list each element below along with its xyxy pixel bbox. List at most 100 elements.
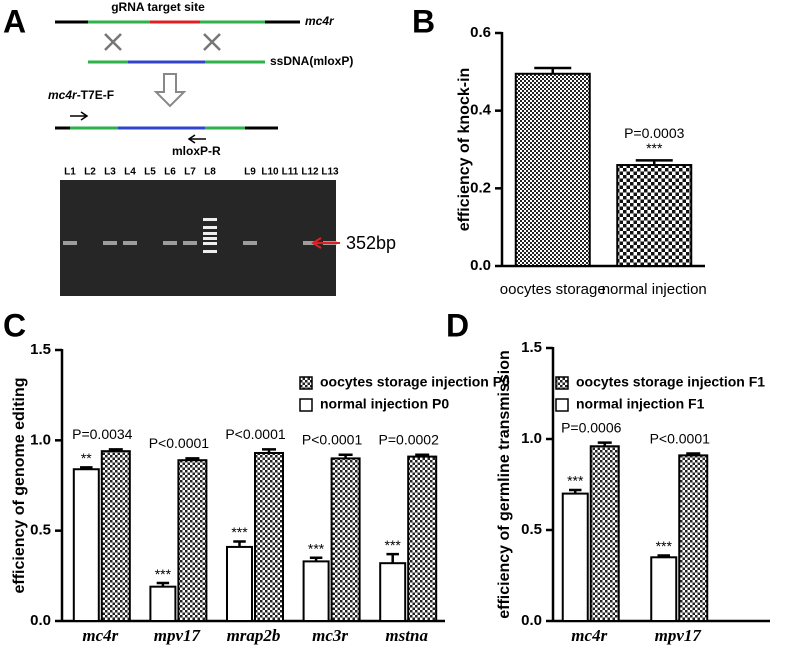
lane-label: L8 xyxy=(204,167,216,178)
bar xyxy=(678,454,709,622)
band xyxy=(123,241,137,245)
band xyxy=(243,241,257,245)
significance: *** xyxy=(385,537,402,553)
y-tick-label: 0.0 xyxy=(521,612,542,629)
p-value: P=0.0034 xyxy=(72,426,133,442)
lane-label: L6 xyxy=(164,167,176,178)
lane-label: L4 xyxy=(124,167,136,178)
y-tick-label: 1.5 xyxy=(521,339,542,356)
bar xyxy=(561,492,589,623)
legend-swatch xyxy=(555,376,569,390)
error-bar xyxy=(415,453,430,457)
legend-label: normal injection P0 xyxy=(320,396,449,412)
bar xyxy=(514,72,591,268)
error-bar xyxy=(534,66,572,74)
error-bar xyxy=(309,556,323,562)
p-value: P<0.0001 xyxy=(302,431,363,447)
ladder-band xyxy=(203,242,217,245)
y-tick-label: 0.5 xyxy=(521,521,542,538)
x-tick-label: mpv17 xyxy=(655,626,703,645)
band-arrow xyxy=(311,237,340,249)
band xyxy=(303,241,317,245)
y-tick-label: 0.5 xyxy=(30,522,51,539)
significance: *** xyxy=(231,524,248,540)
x-tick-label: normal injection xyxy=(602,281,707,298)
y-axis-label: efficiency of germline transmission xyxy=(496,350,513,619)
error-bar xyxy=(262,448,276,453)
bar xyxy=(379,562,407,622)
legend-swatch xyxy=(299,398,313,412)
lane-label: L3 xyxy=(104,167,116,178)
error-bar xyxy=(233,540,246,547)
legend-swatch xyxy=(555,398,569,412)
error-bar xyxy=(597,441,612,447)
primer-f: mc4r-T7E-F xyxy=(48,88,114,102)
error-bar xyxy=(338,453,353,459)
panel-label: C xyxy=(3,307,26,343)
bar xyxy=(100,450,131,622)
bar xyxy=(302,560,330,623)
p-value: P<0.0001 xyxy=(225,426,286,442)
error-bar xyxy=(657,554,670,558)
significance: *** xyxy=(155,566,172,582)
ladder-band xyxy=(203,226,217,229)
cross-marks xyxy=(104,33,221,51)
p-value: P=0.0003 xyxy=(624,125,685,141)
p-value: P<0.0001 xyxy=(650,430,711,446)
primer-r: mloxP-R xyxy=(172,144,221,158)
lane-labels: L1 L2 L3 L4 L5 L6 L7 L8 L9 L10 L11 L12 L13 xyxy=(64,167,339,178)
legend-label: normal injection F1 xyxy=(576,396,705,412)
lane-label: L9 xyxy=(244,167,256,178)
diagram: gRNA target site mc4r ssDNA(mloxP) mc4r-… xyxy=(48,0,396,296)
lane-label: L10 xyxy=(261,167,279,178)
y-tick-label: 1.0 xyxy=(30,431,51,448)
error-bar xyxy=(185,457,200,461)
panel-label: A xyxy=(3,3,26,39)
significance: *** xyxy=(308,540,325,556)
error-bar xyxy=(386,552,399,564)
x-tick-label: oocytes storage xyxy=(500,281,606,298)
error-bar xyxy=(686,452,701,456)
ladder-band xyxy=(203,250,217,253)
legend-swatch xyxy=(299,376,313,390)
error-bar xyxy=(569,488,582,494)
lane-label: L11 xyxy=(282,167,299,178)
lane-label: L5 xyxy=(144,167,156,178)
panel-label: D xyxy=(446,307,469,343)
ladder-band xyxy=(203,232,217,235)
p-value: P=0.0006 xyxy=(561,419,622,435)
y-axis-label: efficiency of genome editing xyxy=(11,377,28,593)
legend-label: oocytes storage injection P0 xyxy=(320,374,510,390)
significance: ** xyxy=(81,450,92,466)
primer-arrow xyxy=(187,134,206,144)
lane-label: L13 xyxy=(321,167,339,178)
down-arrow xyxy=(153,73,187,108)
x-tick-label: mc4r xyxy=(82,626,118,645)
legend-label: oocytes storage injection F1 xyxy=(576,374,765,390)
x-tick-label: mrap2b xyxy=(227,626,281,645)
bar xyxy=(149,585,177,623)
x-tick-label: mpv17 xyxy=(154,626,202,645)
y-tick-label: 0.0 xyxy=(30,612,51,629)
band-size: 352bp xyxy=(346,233,396,253)
bar xyxy=(72,468,100,622)
lane-label: L12 xyxy=(301,167,319,178)
p-value: P=0.0002 xyxy=(379,431,440,447)
target-label: gRNA target site xyxy=(111,0,205,14)
significance: *** xyxy=(646,140,663,156)
lane-label: L2 xyxy=(84,167,96,178)
error-bar xyxy=(635,159,673,166)
primer-f-suffix: -T7E-F xyxy=(77,88,114,102)
gel xyxy=(60,180,336,296)
gene-label: mc4r xyxy=(305,14,335,28)
x-tick-label: mc4r xyxy=(571,626,607,645)
y-tick-label: 0.2 xyxy=(470,179,491,196)
y-tick-label: 0.6 xyxy=(470,24,491,41)
band xyxy=(103,241,117,245)
bar xyxy=(650,556,678,622)
ladder-band xyxy=(203,218,217,221)
x-tick-label: mc3r xyxy=(312,626,348,645)
bar xyxy=(254,451,284,623)
panel-label: B xyxy=(412,3,435,39)
